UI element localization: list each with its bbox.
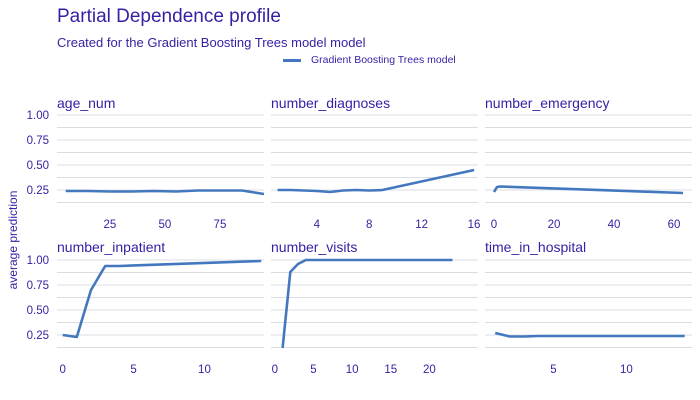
y-tick-label: 0.25 [27, 185, 49, 197]
pdp-line [494, 331, 685, 338]
x-tick-label: 0 [59, 364, 65, 376]
panel-title: time_in_hospital [485, 239, 586, 255]
panel-title: number_diagnoses [271, 95, 390, 111]
y-tick-label: 0.50 [27, 160, 49, 172]
x-tick-label: 16 [468, 219, 481, 231]
x-tick-label: 75 [214, 219, 227, 231]
pdp-line [277, 168, 475, 194]
x-tick-label: 20 [548, 219, 561, 231]
y-tick-label: 0.75 [27, 280, 49, 292]
chart-title: Partial Dependence profile [57, 6, 281, 27]
x-tick-label: 10 [198, 364, 211, 376]
pdp-line [492, 185, 684, 195]
x-tick-label: 5 [130, 364, 136, 376]
x-tick-label: 0 [491, 219, 497, 231]
x-tick-label: 25 [103, 219, 116, 231]
y-tick-label: 0.75 [27, 135, 49, 147]
panel-title: age_num [57, 95, 115, 111]
x-tick-label: 40 [608, 219, 621, 231]
x-tick-label: 8 [366, 219, 372, 231]
x-tick-label: 10 [620, 364, 633, 376]
x-tick-label: 0 [272, 364, 278, 376]
x-tick-label: 20 [423, 364, 436, 376]
y-tick-label: 1.00 [27, 255, 49, 267]
legend-label: Gradient Boosting Trees model [311, 54, 456, 66]
legend-swatch [283, 58, 301, 62]
x-tick-label: 60 [668, 219, 681, 231]
x-tick-label: 50 [159, 219, 172, 231]
chart-subtitle: Created for the Gradient Boosting Trees … [57, 35, 366, 50]
pdp-line [281, 258, 453, 349]
panel-title: number_emergency [485, 95, 610, 111]
legend: Gradient Boosting Trees model [283, 52, 456, 68]
x-tick-label: 12 [415, 219, 428, 231]
x-tick-label: 4 [314, 219, 321, 231]
x-tick-label: 15 [384, 364, 397, 376]
y-tick-label: 1.00 [27, 110, 49, 122]
y-tick-label: 0.50 [27, 305, 49, 317]
x-tick-label: 10 [346, 364, 359, 376]
panel-title: number_inpatient [57, 239, 165, 255]
y-tick-label: 0.25 [27, 330, 49, 342]
pdp-line [62, 259, 262, 339]
x-tick-label: 5 [310, 364, 316, 376]
x-tick-label: 5 [550, 364, 556, 376]
pdp-line [65, 189, 265, 196]
panel-title: number_visits [271, 239, 357, 255]
